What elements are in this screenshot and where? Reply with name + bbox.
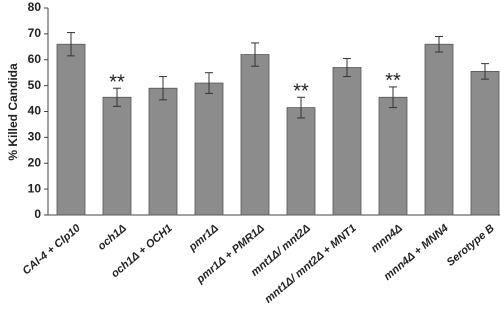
x-tick-label: Serotype B — [445, 222, 497, 269]
x-tick-label: pmr1Δ — [186, 222, 221, 254]
y-axis-label: % Killed Candida — [6, 63, 20, 161]
error-bar — [297, 96, 305, 119]
bar — [470, 70, 500, 216]
error-bar — [435, 35, 443, 53]
error-bar — [389, 86, 397, 109]
y-tick-label: 0 — [34, 207, 41, 221]
x-tick-label: CAI-4 + Clp10 — [21, 222, 84, 278]
significance-label: ** — [109, 71, 125, 93]
error-bar — [205, 72, 213, 94]
error-bar — [159, 76, 167, 101]
y-tick-label: 20 — [28, 155, 42, 169]
x-tick-label: mnt1Δ/ mnt2Δ + MNT1 — [263, 222, 359, 305]
error-bar — [113, 87, 121, 107]
x-tick-label: mnn4Δ — [369, 222, 405, 255]
bar — [194, 82, 224, 216]
bar — [102, 96, 132, 216]
y-tick-label: 30 — [28, 130, 42, 144]
bar — [332, 67, 362, 216]
error-bar — [343, 57, 351, 78]
y-tick-label: 10 — [28, 181, 42, 195]
bar — [56, 43, 86, 216]
y-tick-label: 60 — [28, 52, 42, 66]
y-tick-label: 50 — [28, 78, 42, 92]
bar — [286, 107, 316, 216]
y-tick-label: 40 — [28, 104, 42, 118]
significance-label: ** — [385, 70, 401, 92]
error-bar — [67, 32, 75, 57]
x-tick-label: och1Δ — [96, 222, 129, 252]
bar — [240, 54, 270, 216]
bar — [148, 87, 178, 216]
bar — [378, 96, 408, 216]
error-bar — [251, 42, 259, 67]
error-bar — [481, 63, 489, 80]
y-tick-label: 80 — [28, 0, 42, 14]
bar — [424, 43, 454, 216]
significance-label: ** — [293, 81, 309, 103]
y-tick-label: 70 — [28, 26, 42, 40]
